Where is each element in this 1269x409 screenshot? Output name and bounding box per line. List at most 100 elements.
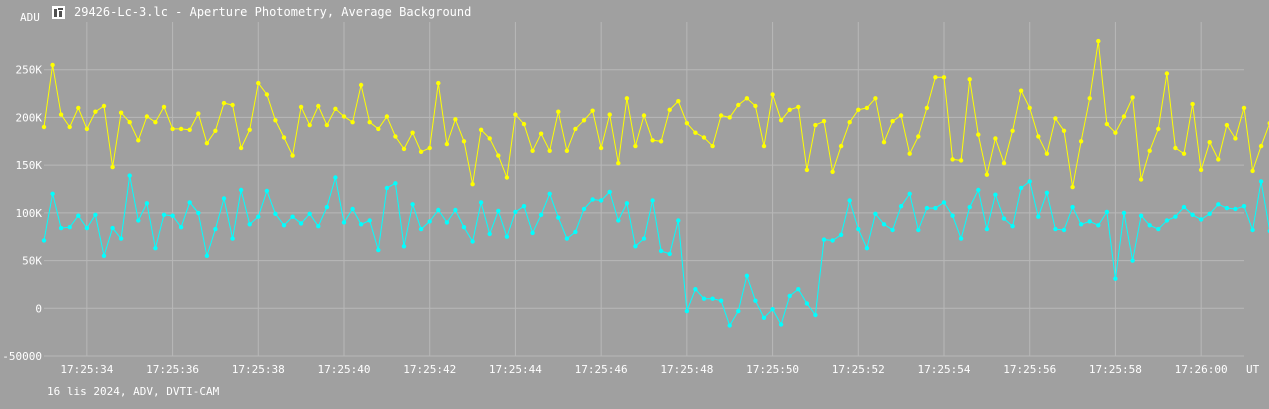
data-point (1078, 139, 1084, 144)
data-point (513, 112, 518, 117)
data-point (290, 214, 295, 219)
x-tick-label: 17:25:56 (1003, 363, 1056, 376)
data-point (461, 225, 467, 230)
data-point (230, 236, 235, 241)
data-point (350, 120, 355, 125)
data-point (307, 122, 312, 128)
data-point (350, 206, 355, 212)
data-point (804, 301, 810, 306)
data-point (778, 322, 784, 327)
data-point (1104, 209, 1110, 215)
data-point (993, 136, 998, 141)
data-point (144, 114, 150, 119)
data-point (1147, 148, 1152, 153)
x-tick-label: 17:25:44 (489, 363, 542, 376)
data-point (478, 200, 484, 205)
data-point (401, 244, 407, 249)
data-point (770, 92, 775, 97)
data-point (333, 106, 338, 112)
series-line (43, 41, 1269, 188)
data-point (993, 192, 998, 197)
data-point (393, 181, 398, 186)
data-point (401, 146, 407, 152)
data-point (616, 161, 621, 166)
chart-series (41, 38, 1269, 328)
data-point (50, 62, 55, 68)
data-point (324, 204, 330, 210)
data-point (581, 118, 587, 123)
data-point (744, 96, 750, 101)
data-point (564, 236, 570, 241)
window-title: 29426-Lc-3.lc - Aperture Photometry, Ave… (74, 5, 472, 19)
data-point (1130, 95, 1135, 100)
data-point (281, 135, 287, 140)
data-point (1198, 217, 1204, 222)
data-point (701, 296, 707, 301)
data-point (573, 229, 578, 235)
data-point (58, 112, 64, 117)
data-point (170, 213, 175, 218)
data-point (521, 204, 527, 209)
data-point (213, 128, 218, 133)
data-point (436, 207, 441, 213)
data-point (136, 218, 141, 223)
data-point (573, 126, 578, 132)
data-point (813, 312, 818, 318)
data-point (1164, 71, 1170, 76)
data-point (1173, 214, 1178, 219)
data-point (813, 122, 818, 128)
data-point (556, 215, 561, 220)
data-point (247, 127, 252, 132)
data-point (1181, 204, 1187, 210)
data-point (761, 315, 767, 320)
data-point (110, 225, 115, 231)
data-point (864, 105, 870, 111)
data-point (727, 115, 732, 120)
data-point (93, 109, 98, 114)
data-point (264, 188, 270, 194)
data-point (770, 307, 775, 312)
photometry-app-icon (52, 5, 65, 19)
data-point (856, 107, 861, 113)
window-title-bar: 29426-Lc-3.lc - Aperture Photometry, Ave… (52, 4, 471, 20)
data-point (1156, 226, 1161, 232)
data-point (650, 198, 655, 203)
data-point (830, 238, 835, 243)
data-point (933, 205, 938, 211)
data-point (538, 212, 544, 217)
data-point (41, 124, 47, 130)
x-axis-label: UT (1246, 363, 1260, 376)
data-point (547, 191, 552, 196)
data-point (650, 138, 655, 143)
data-point (1010, 128, 1015, 133)
data-point (684, 121, 690, 126)
data-point (384, 185, 390, 191)
data-point (890, 119, 895, 124)
chart-grid (44, 22, 1244, 357)
data-point (110, 164, 115, 170)
data-point (256, 214, 261, 219)
data-point (41, 238, 47, 243)
data-point (118, 110, 124, 115)
data-point (950, 213, 955, 218)
data-point (830, 169, 835, 174)
series-0 (41, 38, 1269, 190)
data-point (1216, 157, 1221, 162)
data-point (1078, 222, 1084, 227)
data-point (333, 175, 338, 180)
data-point (427, 219, 432, 224)
data-point (1190, 101, 1195, 107)
data-point (1121, 210, 1127, 216)
data-point (1096, 38, 1101, 44)
y-axis-label: ADU (20, 11, 40, 24)
x-tick-label: 17:26:00 (1175, 363, 1228, 376)
data-point (1130, 258, 1135, 263)
data-point (641, 113, 647, 118)
data-point (1070, 184, 1075, 190)
data-point (136, 138, 141, 143)
data-point (153, 246, 158, 251)
data-point (907, 191, 912, 196)
data-point (196, 210, 201, 216)
data-point (941, 200, 947, 205)
